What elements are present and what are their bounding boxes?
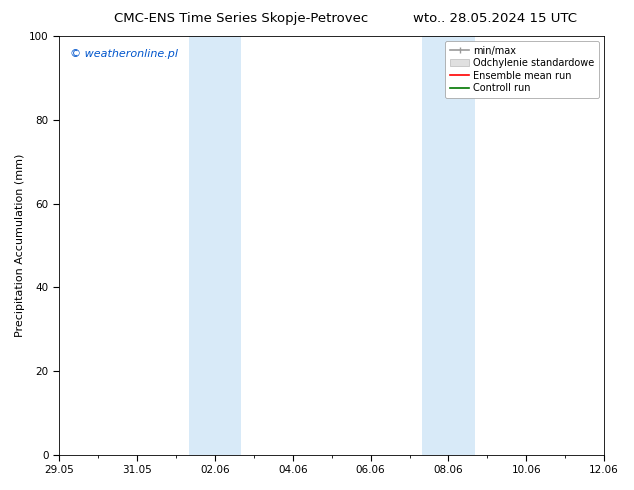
Text: CMC-ENS Time Series Skopje-Petrovec: CMC-ENS Time Series Skopje-Petrovec: [113, 12, 368, 25]
Bar: [189, 36, 241, 455]
Bar: [422, 36, 474, 455]
Legend: min/max, Odchylenie standardowe, Ensemble mean run, Controll run: min/max, Odchylenie standardowe, Ensembl…: [445, 41, 599, 98]
Text: wto.. 28.05.2024 15 UTC: wto.. 28.05.2024 15 UTC: [413, 12, 576, 25]
Y-axis label: Precipitation Accumulation (mm): Precipitation Accumulation (mm): [15, 154, 25, 337]
Text: © weatheronline.pl: © weatheronline.pl: [70, 49, 178, 59]
